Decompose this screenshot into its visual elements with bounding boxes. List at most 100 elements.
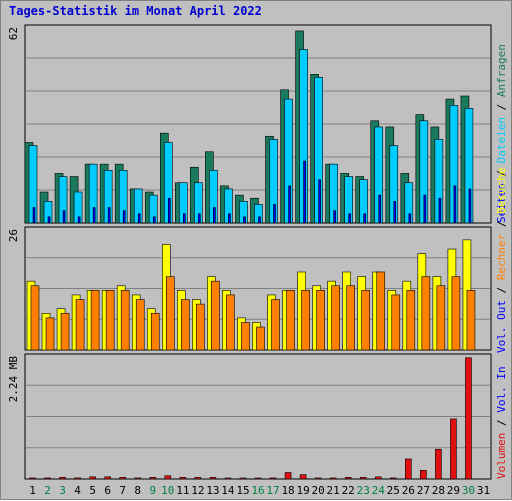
bar-seiten-day-18: [288, 185, 291, 224]
bar-rechner-day-13: [211, 280, 220, 351]
bar-seiten-day-21: [333, 210, 336, 224]
bar-rechner-day-30: [466, 290, 476, 351]
bar-rechner-day-29: [451, 276, 461, 351]
bar-rechner-day-19: [301, 290, 310, 351]
x-tick-label-day-23: 23: [357, 484, 370, 497]
x-tick-label-day-17: 17: [266, 484, 279, 497]
bar-rechner-day-17: [271, 299, 280, 351]
bar-rechner-day-4: [75, 299, 85, 351]
bar-volumen-day-16: [254, 477, 262, 480]
legend-entry-seiten: Seiten: [495, 183, 508, 223]
x-tick-label-day-21: 21: [327, 484, 340, 497]
x-tick-label-day-20: 20: [312, 484, 325, 497]
y-max-label: 62: [7, 27, 20, 40]
x-tick-label-day-5: 5: [89, 484, 96, 497]
bar-volumen-day-7: [119, 477, 127, 480]
y-max-label: 2.24 MB: [7, 356, 20, 403]
legend-vertical: Volumen / Vol. In: [495, 366, 508, 479]
x-tick-label-day-29: 29: [447, 484, 460, 497]
bar-seiten-day-22: [348, 213, 351, 224]
bar-seiten-day-7: [122, 210, 126, 224]
legend-vertical: Vol. Out / Rechner / Besuche: [495, 168, 508, 353]
bar-seiten-day-2: [47, 216, 51, 224]
x-tick-label-day-31: 31: [477, 484, 490, 497]
bar-rechner-day-12: [196, 303, 205, 351]
bar-rechner-day-1: [30, 285, 40, 351]
x-tick-label-day-13: 13: [206, 484, 219, 497]
x-tick-label-day-11: 11: [176, 484, 189, 497]
bar-rechner-day-28: [436, 285, 446, 351]
bar-volumen-day-14: [224, 477, 232, 480]
x-tick-label-day-28: 28: [432, 484, 445, 497]
bar-seiten-day-1: [32, 207, 36, 224]
bar-volumen-day-28: [435, 448, 442, 480]
x-tick-label-day-22: 22: [342, 484, 355, 497]
bar-seiten-day-27: [423, 194, 427, 224]
bar-volumen-day-21: [329, 477, 337, 480]
bar-volumen-day-25: [389, 477, 397, 480]
legend-entry-vol-in: Vol. In: [495, 366, 508, 412]
bar-seiten-day-4: [77, 216, 81, 224]
bar-rechner-day-24: [376, 271, 386, 351]
bar-volumen-day-10: [164, 475, 172, 480]
x-tick-label-day-3: 3: [59, 484, 66, 497]
bar-seiten-day-13: [213, 207, 216, 224]
bar-rechner-day-11: [181, 299, 190, 351]
legend-separator: /: [495, 214, 508, 234]
bar-volumen-day-22: [344, 477, 352, 480]
x-tick-label-day-26: 26: [402, 484, 415, 497]
bar-volumen-day-20: [314, 477, 322, 480]
bar-volumen-day-27: [420, 470, 427, 480]
bar-seiten-day-14: [228, 213, 231, 224]
bar-rechner-day-22: [346, 285, 355, 351]
bar-volumen-day-4: [74, 477, 81, 480]
bar-seiten-day-17: [273, 204, 276, 224]
x-tick-label-day-16: 16: [251, 484, 264, 497]
bar-rechner-day-21: [331, 285, 340, 351]
bar-volumen-day-2: [44, 477, 51, 480]
bar-rechner-day-16: [256, 326, 265, 351]
legend-separator: /: [495, 97, 508, 117]
bar-rechner-day-9: [150, 312, 160, 351]
bar-rechner-day-25: [391, 294, 401, 351]
bar-seiten-day-3: [62, 210, 66, 224]
x-tick-label-day-25: 25: [387, 484, 400, 497]
bar-rechner-day-3: [60, 312, 70, 351]
bar-seiten-day-5: [92, 207, 96, 224]
legend-entry-dateien: Dateien: [495, 117, 508, 163]
bar-seiten-day-23: [363, 213, 367, 224]
bar-volumen-day-3: [59, 477, 66, 480]
x-tick-label-day-9: 9: [149, 484, 156, 497]
x-tick-label-day-7: 7: [119, 484, 126, 497]
y-max-label: 26: [7, 229, 20, 242]
bar-volumen-day-9: [149, 477, 157, 480]
bar-seiten-day-16: [258, 216, 261, 224]
bar-seiten-day-28: [438, 197, 442, 224]
x-tick-label-day-24: 24: [372, 484, 386, 497]
bar-seiten-day-30: [468, 188, 472, 224]
legend-entry-vol-out: Vol. Out: [495, 300, 508, 353]
bar-volumen-day-11: [179, 477, 187, 480]
bar-rechner-day-14: [226, 294, 235, 351]
bar-seiten-day-25: [393, 201, 397, 224]
x-tick-label-day-10: 10: [161, 484, 174, 497]
legend-entry-volumen: Volumen: [495, 433, 508, 479]
bar-volumen-day-19: [299, 474, 307, 480]
legend-separator: /: [495, 163, 508, 183]
bar-seiten-day-24: [378, 194, 382, 224]
bar-seiten-day-29: [453, 185, 457, 224]
bar-seiten-day-12: [198, 213, 201, 224]
bar-seiten-day-11: [183, 213, 186, 224]
bar-volumen-day-18: [284, 472, 292, 480]
x-tick-label-day-1: 1: [29, 484, 36, 497]
bar-rechner-day-23: [361, 290, 371, 351]
bar-volumen-day-5: [89, 476, 96, 480]
bar-rechner-day-7: [120, 290, 130, 351]
x-tick-label-day-2: 2: [44, 484, 51, 497]
x-tick-label-day-4: 4: [74, 484, 81, 497]
bar-rechner-day-2: [45, 317, 55, 351]
legend-entry-anfragen: Anfragen: [495, 44, 508, 97]
bar-volumen-day-26: [405, 458, 412, 480]
